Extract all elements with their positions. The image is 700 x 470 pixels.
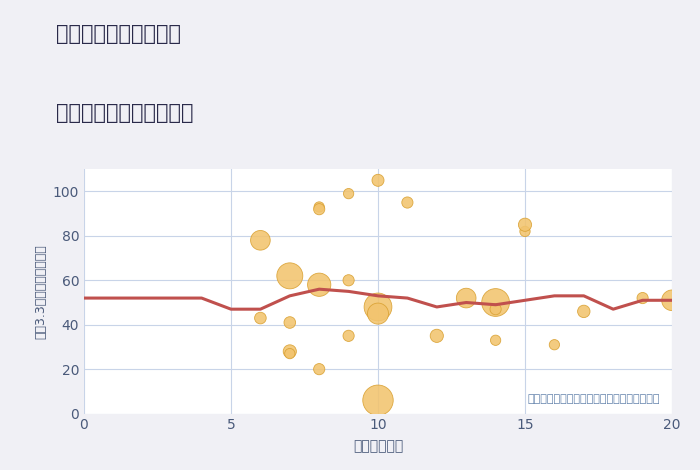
Point — [402, 199, 413, 206]
Point — [284, 350, 295, 357]
Point — [314, 365, 325, 373]
Point — [490, 299, 501, 306]
Point — [372, 303, 384, 311]
Point — [314, 203, 325, 211]
Text: 兵庫県西宮市青葉台の: 兵庫県西宮市青葉台の — [56, 24, 181, 44]
Point — [372, 310, 384, 317]
Point — [637, 294, 648, 302]
Point — [372, 177, 384, 184]
Point — [461, 294, 472, 302]
Point — [490, 337, 501, 344]
Point — [255, 236, 266, 244]
X-axis label: 駅距離（分）: 駅距離（分） — [353, 439, 403, 454]
Point — [519, 221, 531, 228]
Point — [255, 314, 266, 322]
Point — [314, 281, 325, 289]
Point — [372, 397, 384, 404]
Point — [343, 276, 354, 284]
Point — [284, 272, 295, 280]
Point — [284, 348, 295, 355]
Point — [314, 205, 325, 213]
Point — [284, 319, 295, 326]
Point — [431, 332, 442, 340]
Point — [343, 332, 354, 340]
Point — [666, 297, 678, 304]
Y-axis label: 坪（3.3㎡）単価（万円）: 坪（3.3㎡）単価（万円） — [34, 244, 47, 339]
Point — [549, 341, 560, 348]
Text: 駅距離別中古戸建て価格: 駅距離別中古戸建て価格 — [56, 103, 193, 124]
Point — [578, 308, 589, 315]
Point — [490, 306, 501, 313]
Point — [343, 190, 354, 197]
Point — [519, 227, 531, 235]
Text: 円の大きさは、取引のあった物件面積を示す: 円の大きさは、取引のあった物件面積を示す — [528, 394, 660, 404]
